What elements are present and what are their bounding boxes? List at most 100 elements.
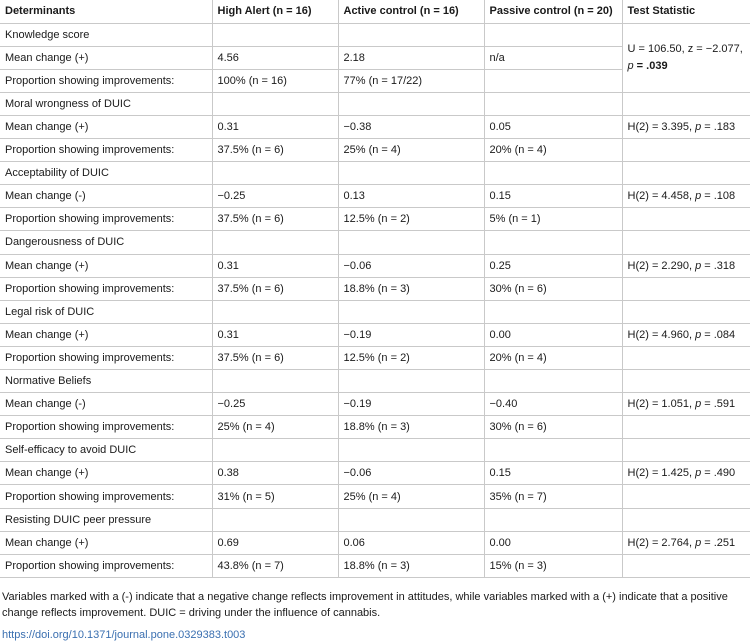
row-label: Proportion showing improvements: <box>0 276 213 301</box>
table-row: Mean change (-) −0.25 0.13 0.15 H(2) = 4… <box>0 184 750 209</box>
table-row: Proportion showing improvements: 100% (n… <box>0 68 750 93</box>
section-title: Resisting DUIC peer pressure <box>0 507 213 532</box>
section-row: Dangerousness of DUIC <box>0 230 750 255</box>
test-statistic: U = 106.50, z = −2.077, p = .039 <box>621 22 750 93</box>
row-label: Proportion showing improvements: <box>0 415 213 440</box>
table-row: Proportion showing improvements: 37.5% (… <box>0 345 750 371</box>
cell-high-alert: 37.5% (n = 6) <box>211 138 339 163</box>
row-label: Mean change (+) <box>0 45 213 70</box>
cell-high-alert: 0.31 <box>211 114 339 140</box>
cell-passive-control: 0.25 <box>483 253 623 278</box>
cell-high-alert: 37.5% (n = 6) <box>211 276 339 301</box>
section-title: Moral wrongness of DUIC <box>0 91 213 116</box>
cell-active-control: 77% (n = 17/22) <box>337 68 485 93</box>
section-row: Legal risk of DUIC <box>0 299 750 324</box>
cell-active-control: 12.5% (n = 2) <box>337 207 485 232</box>
table-row: Proportion showing improvements: 37.5% (… <box>0 276 750 301</box>
cell-high-alert: 37.5% (n = 6) <box>211 207 339 232</box>
cell-passive-control: 0.15 <box>483 184 623 209</box>
cell-passive-control: 0.00 <box>483 322 623 347</box>
cell-passive-control: 20% (n = 4) <box>483 138 623 163</box>
test-statistic: H(2) = 1.425, p = .490 <box>621 461 750 486</box>
cell-high-alert: −0.25 <box>211 184 339 209</box>
cell-passive-control: n/a <box>483 45 622 70</box>
table-row: Proportion showing improvements: 25% (n … <box>0 415 750 440</box>
row-label: Proportion showing improvements: <box>0 68 213 93</box>
determinants-table: Determinants High Alert (n = 16) Active … <box>0 0 750 578</box>
cell-high-alert: 43.8% (n = 7) <box>211 553 339 578</box>
cell-passive-control: −0.40 <box>483 392 623 417</box>
cell-high-alert: 37.5% (n = 6) <box>211 345 339 371</box>
table-row: Mean change (+) 0.31 −0.38 0.05 H(2) = 3… <box>0 114 750 140</box>
header-high-alert: High Alert (n = 16) <box>211 0 339 24</box>
table-row: Proportion showing improvements: 37.5% (… <box>0 207 750 232</box>
cell-high-alert: 0.38 <box>211 461 339 486</box>
section-title: Normative Beliefs <box>0 368 213 394</box>
cell-passive-control: 0.05 <box>483 114 623 140</box>
table-row: Mean change (+) 0.31 −0.06 0.25 H(2) = 2… <box>0 253 750 278</box>
table-row: Proportion showing improvements: 37.5% (… <box>0 138 750 163</box>
row-label: Proportion showing improvements: <box>0 207 213 232</box>
cell-active-control: 18.8% (n = 3) <box>337 276 485 301</box>
table-row: Proportion showing improvements: 43.8% (… <box>0 553 750 578</box>
section-title: Dangerousness of DUIC <box>0 230 213 255</box>
cell-active-control: −0.06 <box>337 461 485 486</box>
section-row: Knowledge score U = 106.50, z = −2.077, … <box>0 22 750 93</box>
cell-high-alert: 25% (n = 4) <box>211 415 339 440</box>
cell-active-control: 18.8% (n = 3) <box>337 553 485 578</box>
row-label: Mean change (+) <box>0 461 213 486</box>
row-label: Proportion showing improvements: <box>0 345 213 371</box>
cell-passive-control: 15% (n = 3) <box>483 553 623 578</box>
section-row: Self-efficacy to avoid DUIC <box>0 438 750 463</box>
section-row: Normative Beliefs <box>0 368 750 394</box>
cell-high-alert: 4.56 <box>211 45 339 70</box>
section-row: Acceptability of DUIC <box>0 161 750 186</box>
cell-passive-control: 20% (n = 4) <box>483 345 623 371</box>
test-statistic: H(2) = 4.960, p = .084 <box>621 322 750 347</box>
header-test-statistic: Test Statistic <box>621 0 750 24</box>
row-label: Proportion showing improvements: <box>0 138 213 163</box>
section-row: Moral wrongness of DUIC <box>0 91 750 116</box>
cell-passive-control: 30% (n = 6) <box>483 276 623 301</box>
row-label: Mean change (+) <box>0 530 213 555</box>
row-label: Mean change (-) <box>0 392 213 417</box>
header-row: Determinants High Alert (n = 16) Active … <box>0 0 750 24</box>
cell-active-control: 0.06 <box>337 530 485 555</box>
cell-passive-control: 30% (n = 6) <box>483 415 623 440</box>
cell-active-control: −0.06 <box>337 253 485 278</box>
cell-active-control: 18.8% (n = 3) <box>337 415 485 440</box>
doi-link[interactable]: https://doi.org/10.1371/journal.pone.032… <box>2 628 246 641</box>
section-title: Legal risk of DUIC <box>0 299 213 324</box>
section-title: Self-efficacy to avoid DUIC <box>0 438 213 463</box>
row-label: Proportion showing improvements: <box>0 553 213 578</box>
header-passive-control: Passive control (n = 20) <box>483 0 623 24</box>
cell-passive-control: 5% (n = 1) <box>483 207 623 232</box>
table-footnote: Variables marked with a (-) indicate tha… <box>2 590 728 619</box>
cell-high-alert: −0.25 <box>211 392 339 417</box>
cell-high-alert: 0.31 <box>211 253 339 278</box>
test-statistic: H(2) = 3.395, p = .183 <box>621 114 750 140</box>
cell-active-control: −0.38 <box>337 114 485 140</box>
test-statistic: H(2) = 2.290, p = .318 <box>621 253 750 278</box>
cell-active-control: 25% (n = 4) <box>337 138 485 163</box>
cell-active-control: 0.13 <box>337 184 485 209</box>
cell-passive-control: 0.15 <box>483 461 623 486</box>
test-statistic: H(2) = 2.764, p = .251 <box>621 530 750 555</box>
header-determinants: Determinants <box>0 0 213 24</box>
cell-active-control: −0.19 <box>337 392 485 417</box>
header-active-control: Active control (n = 16) <box>337 0 485 24</box>
cell-high-alert: 0.69 <box>211 530 339 555</box>
table-row: Mean change (-) −0.25 −0.19 −0.40 H(2) =… <box>0 392 750 417</box>
row-label: Mean change (-) <box>0 184 213 209</box>
cell-high-alert: 100% (n = 16) <box>211 68 339 93</box>
row-label: Mean change (+) <box>0 114 213 140</box>
row-label: Mean change (+) <box>0 322 213 347</box>
section-title: Acceptability of DUIC <box>0 161 213 186</box>
section-row: Resisting DUIC peer pressure <box>0 507 750 532</box>
table-row: Mean change (+) 0.31 −0.19 0.00 H(2) = 4… <box>0 322 750 347</box>
test-statistic: H(2) = 4.458, p = .108 <box>621 184 750 209</box>
cell-passive-control: 0.00 <box>483 530 623 555</box>
cell-passive-control <box>483 68 622 93</box>
test-statistic: H(2) = 1.051, p = .591 <box>621 392 750 417</box>
